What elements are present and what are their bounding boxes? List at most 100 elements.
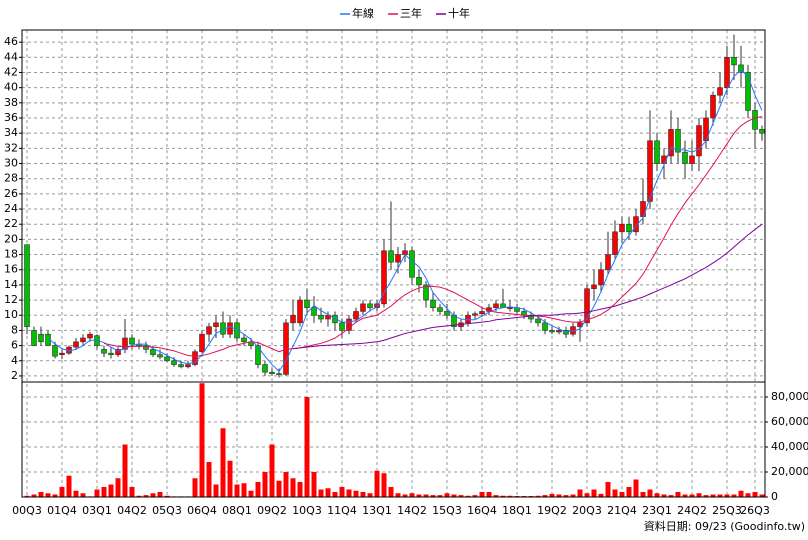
candle-body [178, 364, 184, 368]
x-tick-label: 05Q3 [152, 504, 182, 517]
y-tick-label: 12 [4, 293, 18, 306]
x-tick-label: 18Q1 [502, 504, 532, 517]
candle-body [38, 333, 44, 343]
candle-body [206, 326, 212, 335]
x-tick-label: 20Q3 [572, 504, 602, 517]
y-tick-label: 6 [11, 339, 18, 352]
volume-bar [479, 492, 485, 497]
y-tick-label: 28 [4, 172, 18, 185]
candle-body [493, 303, 499, 308]
volume-bar [220, 428, 226, 497]
volume-bar [710, 494, 716, 497]
y-tick-label: 26 [4, 187, 18, 200]
candle-body [325, 314, 331, 320]
y-tick-label: 20 [4, 232, 18, 245]
y-tick-label: 8 [11, 323, 18, 336]
candle-body [612, 231, 618, 255]
x-tick-label: 09Q2 [257, 504, 287, 517]
volume-bar [59, 487, 65, 497]
candle-body [591, 284, 597, 289]
source-note: 資料日期: 09/23 (Goodinfo.tw) [644, 519, 805, 533]
candle-body [542, 322, 548, 331]
candle-body [339, 322, 345, 331]
y-tick-label: 14 [4, 278, 18, 291]
x-tick-label: 21Q4 [607, 504, 637, 517]
candle-body [185, 364, 191, 368]
y-tick-label: 2 [11, 369, 18, 382]
candle-body [276, 373, 282, 375]
candle-body [647, 140, 653, 202]
volume-bar [423, 494, 429, 497]
volume-bar [542, 495, 548, 497]
volume-bar [290, 478, 296, 497]
y-tick-label: 30 [4, 157, 18, 170]
y-tick-label: 10 [4, 308, 18, 321]
ma-line [292, 223, 763, 350]
candle-body [759, 129, 765, 134]
volume-bar [752, 492, 758, 497]
x-tick-label: 08Q1 [222, 504, 252, 517]
x-tick-label: 25Q3 [712, 504, 742, 517]
candle-body [598, 269, 604, 286]
volume-bar [451, 494, 457, 497]
x-tick-label: 04Q2 [117, 504, 147, 517]
candle-body [535, 318, 541, 324]
candle-body [451, 314, 457, 327]
volume-bar [269, 444, 275, 497]
candle-body [745, 72, 751, 111]
candle-body [675, 129, 681, 153]
volume-bar [430, 495, 436, 497]
y-tick-label: 36 [4, 111, 18, 124]
candle-body [24, 244, 30, 327]
candle-body [241, 337, 247, 343]
volume-bar [731, 494, 737, 497]
grid-layer [22, 30, 765, 498]
y-tick-label: 46 [4, 35, 18, 48]
volume-bar [577, 489, 583, 497]
volume-bar [80, 493, 86, 497]
candle-body [717, 87, 723, 96]
volume-bar [318, 489, 324, 497]
candle-body [234, 322, 240, 339]
candle-body [367, 303, 373, 308]
volume-bar [248, 490, 254, 497]
candle-body [668, 129, 674, 157]
candle-body [255, 345, 261, 365]
volume-bar [409, 493, 415, 497]
volume-bar [689, 494, 695, 497]
volume-bar [388, 487, 394, 497]
candle-body [318, 314, 324, 320]
volume-bar [360, 492, 366, 497]
volume-bar [136, 495, 142, 497]
volume-bar [150, 493, 156, 497]
candle-body [332, 314, 338, 324]
volume-bar [24, 495, 30, 497]
volume-bar [199, 383, 205, 497]
candle-body [129, 337, 135, 345]
volume-bar [724, 494, 730, 497]
volume-bar [654, 493, 660, 497]
candle-body [171, 360, 177, 365]
volume-bar [507, 495, 513, 497]
candle-body [689, 155, 695, 164]
volume-bar [101, 487, 107, 497]
x-tick-label: 06Q4 [187, 504, 217, 517]
volume-bar [437, 495, 443, 497]
y-tick-label: 38 [4, 96, 18, 109]
x-tick-label: 03Q1 [82, 504, 112, 517]
volume-bar [129, 487, 135, 497]
volume-bar [619, 492, 625, 497]
candle-body [381, 250, 387, 305]
volume-bar [346, 489, 352, 497]
candle-body [227, 322, 233, 335]
candle-body [752, 110, 758, 130]
y-tick-label: 16 [4, 263, 18, 276]
candle-body [409, 250, 415, 278]
y-tick-label: 32 [4, 141, 18, 154]
x-tick-label: 16Q4 [467, 504, 497, 517]
y-tick-label: 18 [4, 248, 18, 261]
candle-body [59, 352, 65, 355]
legend-label: 三年 [400, 6, 422, 20]
volume-bar [143, 495, 149, 497]
